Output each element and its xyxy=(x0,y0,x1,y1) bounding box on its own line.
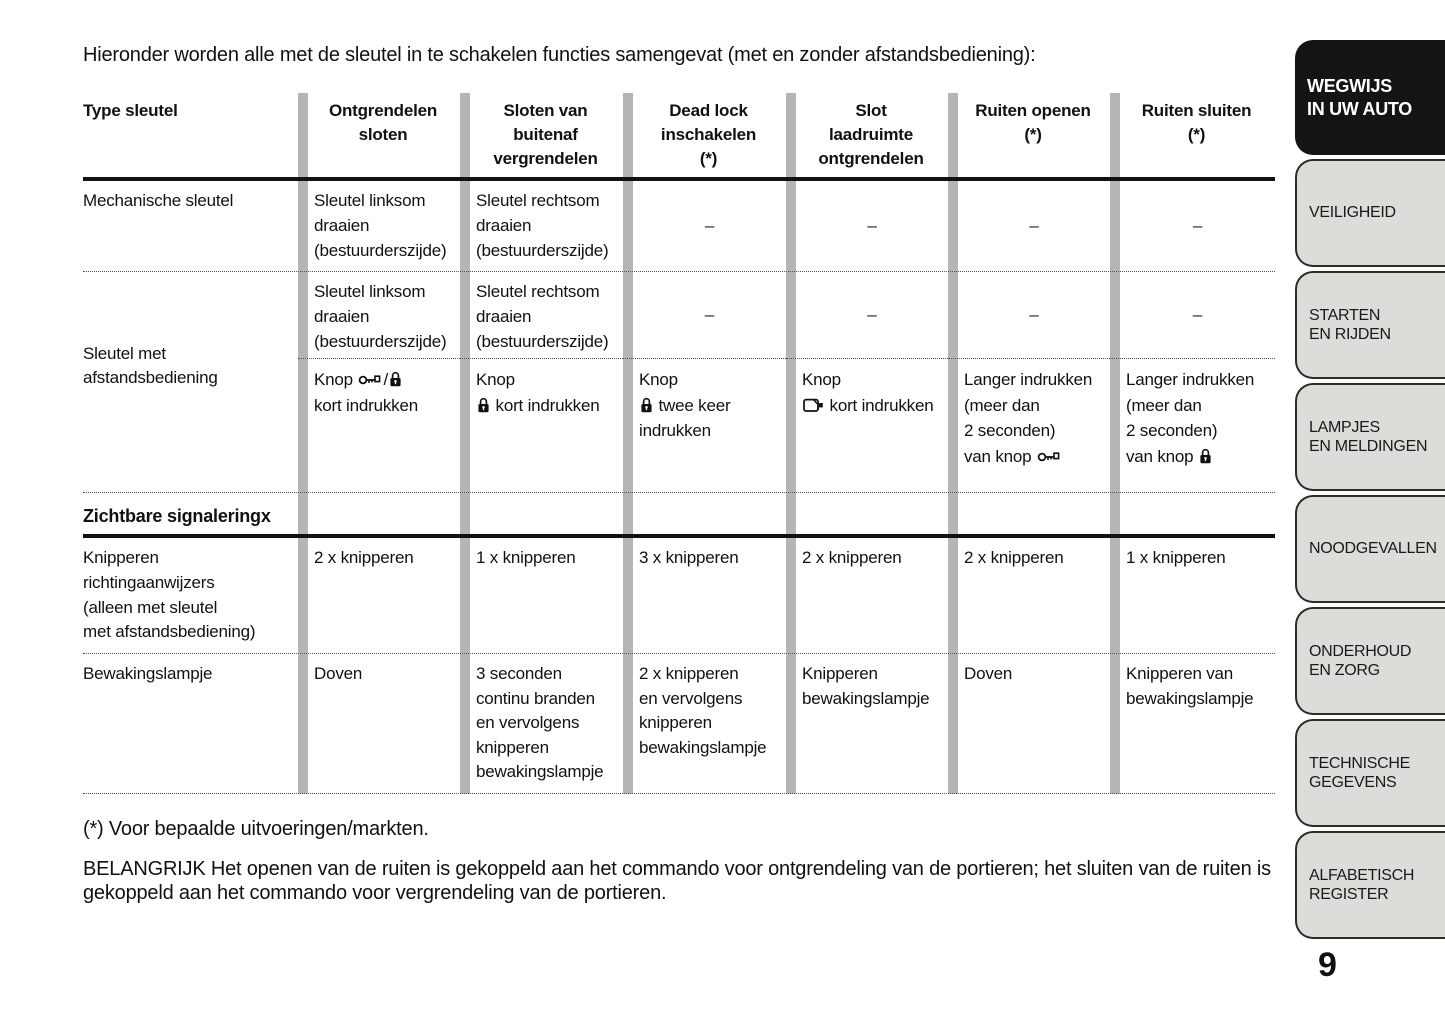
table-cell-group: – Langer indrukken (meer dan 2 seconden) va… xyxy=(948,272,1110,492)
table-cell-empty: – xyxy=(786,272,948,360)
intro-text: Hieronder worden alle met de sleutel in … xyxy=(83,44,1036,66)
table-cell-group: – Langer indrukken (meer dan 2 seconden) va… xyxy=(1110,272,1275,492)
cell-line: Langer indrukken xyxy=(1126,370,1255,390)
table-cell-group: Sleutel linksom draaien (bestuurderszijd… xyxy=(298,272,460,492)
table-cell: Knipperen van bewakingslampje xyxy=(1126,663,1254,708)
footnote: (*) Voor bepaalde uitvoeringen/markten. xyxy=(83,818,429,841)
table-cell-empty: – xyxy=(1110,272,1275,360)
sidebar-tab-noodgevallen[interactable]: NOODGEVALLEN xyxy=(1295,495,1445,603)
row-label: Sleutel met afstandsbediening xyxy=(83,343,218,388)
column-header: Ruiten openen (*) xyxy=(975,101,1091,145)
table-cell: 2 x knipperen en vervolgens knipperen be… xyxy=(639,663,767,757)
cell-line: Knop xyxy=(639,370,678,390)
table-header-row: Type sleutel Ontgrendelen sloten Sloten … xyxy=(83,93,1275,182)
sidebar-tab-starten-en-rijden[interactable]: STARTEN EN RIJDEN xyxy=(1295,271,1445,379)
table-cell: 3 x knipperen xyxy=(639,548,739,568)
column-header: Ontgrendelen sloten xyxy=(328,101,438,145)
page-number: 9 xyxy=(1318,946,1337,984)
column-divider xyxy=(1110,93,1120,795)
column-divider xyxy=(623,93,633,795)
table-cell-empty: – xyxy=(1192,216,1203,236)
key-icon xyxy=(1037,452,1060,462)
table-cell-empty: – xyxy=(704,216,715,236)
cell-line: (meer dan xyxy=(1126,395,1202,415)
table-cell-empty: – xyxy=(623,272,786,360)
column-header: Sloten van buitenaf vergrendelen xyxy=(493,101,598,169)
table-cell: Doven xyxy=(314,663,363,683)
table-cell: Langer indrukken (meer dan 2 seconden) van … xyxy=(1110,359,1275,492)
cell-line: Langer indrukken xyxy=(964,370,1093,390)
cell-line: indrukken xyxy=(639,421,711,441)
table-cell: Knop kort indrukken xyxy=(786,359,948,492)
table-cell: Sleutel rechtsom draaien (bestuurderszij… xyxy=(460,272,623,360)
column-header: Ruiten sluiten (*) xyxy=(1141,101,1252,145)
sidebar-tab-technische-gegevens[interactable]: TECHNISCHE GEGEVENS xyxy=(1295,719,1445,827)
sidebar-tab-onderhoud-en-zorg[interactable]: ONDERHOUD EN ZORG xyxy=(1295,607,1445,715)
key-functions-table: Type sleutel Ontgrendelen sloten Sloten … xyxy=(83,93,1275,795)
table-cell: Knop twee keer indrukken xyxy=(623,359,786,492)
column-divider xyxy=(460,93,470,795)
table-cell: Knop kort indrukken xyxy=(460,359,623,492)
table-cell-group: – Knop kort indrukken xyxy=(786,272,948,492)
sidebar-tab-wegwijs-in-uw-auto[interactable]: WEGWIJS IN UW AUTO xyxy=(1295,40,1445,155)
lock-icon xyxy=(478,397,489,412)
column-divider xyxy=(948,93,958,795)
section-title: Zichtbare signaleringx xyxy=(83,506,271,527)
important-note: BELANGRIJK Het openen van de ruiten is g… xyxy=(83,858,1271,905)
table-cell: Sleutel linksom draaien (bestuurderszijd… xyxy=(298,272,460,360)
trunk-open-icon xyxy=(803,398,823,412)
cell-line: 2 seconden) xyxy=(964,421,1056,441)
table-cell-empty: – xyxy=(867,216,877,236)
table-cell: Knipperen bewakingslampje xyxy=(802,663,930,708)
table-cell-empty: – xyxy=(948,272,1110,360)
cell-line: Knop xyxy=(802,370,841,390)
cell-line: 2 seconden) xyxy=(1126,421,1218,441)
table-cell: 1 x knipperen xyxy=(476,548,576,568)
column-header: Slot laadruimte ontgrendelen xyxy=(818,101,924,169)
column-header: Type sleutel xyxy=(83,101,178,120)
cell-line: (meer dan xyxy=(964,395,1040,415)
table-cell: 1 x knipperen xyxy=(1126,548,1226,568)
column-divider xyxy=(298,93,308,795)
lock-icon xyxy=(390,372,401,387)
row-label: Bewakingslampje xyxy=(83,663,213,683)
table-cell-empty: – xyxy=(1029,216,1039,236)
table-section-header: Zichtbare signaleringx xyxy=(83,493,1275,539)
table-row-warning-lamp: Bewakingslampje Doven 3 seconden continu… xyxy=(83,654,1275,795)
table-cell: Knop / kort indrukken xyxy=(298,359,460,492)
table-cell: Langer indrukken (meer dan 2 seconden) van … xyxy=(948,359,1110,492)
table-row-indicators: Knipperen richtingaanwijzers (alleen met… xyxy=(83,538,1275,654)
cell-line: kort indrukken xyxy=(476,393,619,419)
table-cell-group: – Knop twee keer indrukken xyxy=(623,272,786,492)
row-label: Knipperen richtingaanwijzers (alleen met… xyxy=(83,548,256,642)
table-row-mechanical-key: Mechanische sleutel Sleutel linksom draa… xyxy=(83,181,1275,273)
page-content: Hieronder worden alle met de sleutel in … xyxy=(83,44,1275,906)
row-label: Mechanische sleutel xyxy=(83,191,234,211)
cell-line: twee keer xyxy=(639,393,782,419)
chapter-sidebar: WEGWIJS IN UW AUTO VEILIGHEID STARTEN EN… xyxy=(1295,40,1445,943)
cell-line: kort indrukken xyxy=(314,395,418,415)
cell-line: van knop xyxy=(964,444,1106,470)
column-divider xyxy=(786,93,796,795)
table-cell: 2 x knipperen xyxy=(964,548,1064,568)
table-cell: Sleutel linksom draaien (bestuurderszijd… xyxy=(314,191,447,260)
lock-icon xyxy=(1200,448,1211,463)
lock-icon xyxy=(641,397,652,412)
sidebar-tab-lampjes-en-meldingen[interactable]: LAMPJES EN MELDINGEN xyxy=(1295,383,1445,491)
sidebar-tab-veiligheid[interactable]: VEILIGHEID xyxy=(1295,159,1445,267)
sidebar-tab-alfabetisch-register[interactable]: ALFABETISCH REGISTER xyxy=(1295,831,1445,939)
table-cell: 2 x knipperen xyxy=(314,548,414,568)
table-cell-group: Sleutel rechtsom draaien (bestuurderszij… xyxy=(460,272,623,492)
table-cell: 3 seconden continu branden en vervolgens… xyxy=(476,663,604,782)
table-row-remote-key: Sleutel met afstandsbediening Sleutel li… xyxy=(83,272,1275,494)
cell-line: Knop / xyxy=(314,367,456,393)
cell-line: kort indrukken xyxy=(802,393,944,419)
column-header: Dead lock inschakelen (*) xyxy=(660,101,757,169)
key-icon xyxy=(359,375,381,385)
table-cell: Doven xyxy=(964,663,1013,683)
table-cell: Sleutel rechtsom draaien (bestuurderszij… xyxy=(476,191,609,260)
cell-line: van knop xyxy=(1126,444,1271,470)
cell-line: Knop xyxy=(476,370,515,390)
table-cell: 2 x knipperen xyxy=(802,548,902,568)
